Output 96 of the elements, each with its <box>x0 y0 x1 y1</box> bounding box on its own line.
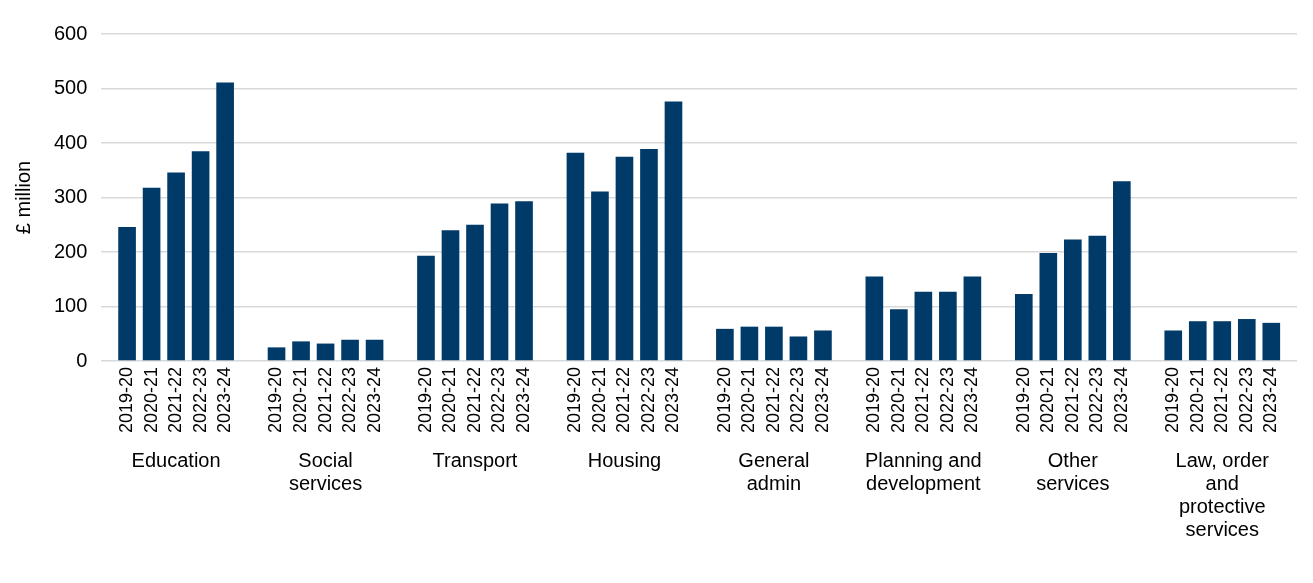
text: 2023-24 <box>214 367 235 434</box>
bar <box>191 151 210 361</box>
text: 2019-20 <box>265 367 286 434</box>
x-tick-label: Law, order and protective services <box>1175 448 1270 540</box>
bar <box>1164 330 1183 361</box>
bar <box>914 291 933 361</box>
text: 2023-24 <box>363 367 384 434</box>
text: 2019-20 <box>713 367 734 434</box>
y-tick-label: 500 <box>53 76 88 99</box>
bar <box>789 336 808 361</box>
bar <box>466 224 484 361</box>
y-tick-label: 0 <box>76 348 88 371</box>
bar <box>267 347 286 361</box>
text: 2019-20 <box>414 367 435 434</box>
bar <box>615 156 634 361</box>
text: 2020-21 <box>887 367 908 434</box>
x-tick-label: Transport <box>432 448 518 471</box>
bar <box>963 276 982 361</box>
y-tick-label: 100 <box>53 294 88 317</box>
bar <box>716 328 734 361</box>
text: 2021-22 <box>463 367 484 434</box>
text: 2022-23 <box>339 367 360 434</box>
x-tick-label: Education <box>131 448 221 471</box>
bar <box>1039 253 1058 361</box>
bar <box>1262 322 1281 361</box>
text: 2022-23 <box>1235 367 1256 434</box>
text: 2019-20 <box>863 367 884 434</box>
text: 2019-20 <box>116 367 137 434</box>
bar <box>118 226 136 361</box>
text: 2023-24 <box>1260 367 1281 434</box>
text: 2023-24 <box>662 367 683 434</box>
bar <box>515 201 533 361</box>
bar <box>939 291 957 361</box>
y-tick-label: 600 <box>53 21 88 44</box>
bar <box>1014 293 1033 361</box>
text: 2021-22 <box>762 367 783 434</box>
text: 2023-24 <box>1110 367 1131 434</box>
text: 2019-20 <box>1162 367 1183 434</box>
bar <box>365 339 384 361</box>
bar <box>1088 235 1107 361</box>
x-tick-label: Planning and development <box>864 448 982 494</box>
text: 2019-20 <box>564 367 585 434</box>
bar <box>664 101 683 361</box>
y-tick-label: 300 <box>53 185 88 208</box>
y-tick-label: 400 <box>53 130 88 153</box>
bar <box>292 341 310 361</box>
bar <box>740 326 759 361</box>
bar <box>1188 321 1207 361</box>
bar <box>890 309 908 361</box>
text: 2023-24 <box>512 367 533 434</box>
text: 2020-21 <box>290 367 311 434</box>
bar <box>814 330 832 361</box>
text: 2022-23 <box>787 367 808 434</box>
text: 2022-23 <box>936 367 957 434</box>
text: 2020-21 <box>588 367 609 434</box>
bar <box>142 187 161 361</box>
text: 2021-22 <box>912 367 933 434</box>
text: 2021-22 <box>165 367 186 434</box>
text: 2022-23 <box>637 367 658 434</box>
bar <box>566 152 585 361</box>
bar <box>316 343 335 361</box>
bar <box>865 276 884 361</box>
bar <box>341 339 359 361</box>
x-tick-label: Other services <box>1036 448 1110 494</box>
text: 2022-23 <box>488 367 509 434</box>
y-tick-label: 200 <box>53 239 88 262</box>
bar <box>640 149 658 361</box>
x-tick-label: General admin <box>738 448 810 494</box>
bar <box>441 230 460 361</box>
bar <box>490 203 509 361</box>
text: 2020-21 <box>738 367 759 434</box>
text: 2022-23 <box>1086 367 1107 434</box>
bar <box>417 255 435 361</box>
text: 2021-22 <box>314 367 335 434</box>
text: 2023-24 <box>811 367 832 434</box>
bar <box>765 326 783 361</box>
bar <box>1113 181 1131 361</box>
text: 2021-22 <box>613 367 634 434</box>
bar <box>216 82 234 361</box>
bar <box>1063 239 1082 361</box>
y-axis-title: £ million <box>11 160 34 235</box>
text: 2020-21 <box>1186 367 1207 434</box>
x-tick-label: Housing <box>587 448 662 471</box>
text: 2022-23 <box>189 367 210 434</box>
bar <box>1213 321 1232 361</box>
text: 2021-22 <box>1211 367 1232 434</box>
bar <box>1237 319 1256 361</box>
text: 2019-20 <box>1012 367 1033 434</box>
text: 2020-21 <box>439 367 460 434</box>
text: 2020-21 <box>1037 367 1058 434</box>
text: 2021-22 <box>1061 367 1082 434</box>
x-tick-label: Social services <box>288 448 363 494</box>
text: 2020-21 <box>140 367 161 434</box>
bar <box>591 191 609 361</box>
text: 2023-24 <box>961 367 982 434</box>
bar <box>167 172 185 361</box>
